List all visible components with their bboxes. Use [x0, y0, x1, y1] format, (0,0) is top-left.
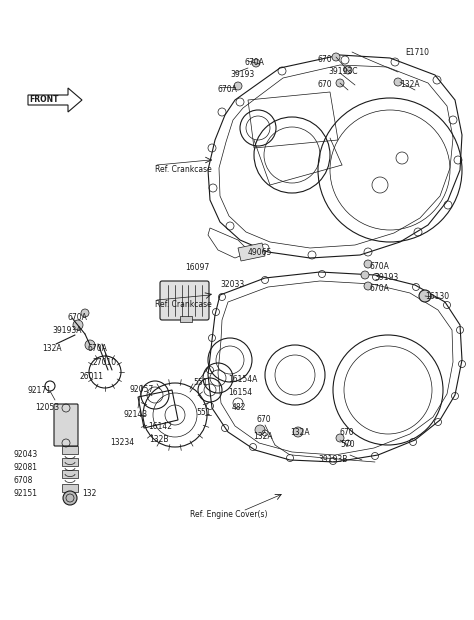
Circle shape	[364, 282, 372, 290]
Text: 132A: 132A	[253, 432, 273, 441]
Text: 6708: 6708	[14, 476, 33, 485]
Text: 132B: 132B	[149, 435, 168, 444]
Text: 13234: 13234	[110, 438, 134, 447]
Text: 551: 551	[196, 408, 210, 417]
Circle shape	[332, 53, 340, 61]
Circle shape	[252, 59, 260, 67]
Text: 670: 670	[318, 55, 333, 64]
Text: 670A: 670A	[218, 85, 238, 94]
Circle shape	[394, 78, 402, 86]
Text: 670A: 670A	[68, 313, 88, 322]
Text: 12053: 12053	[35, 403, 59, 412]
Text: 39193A: 39193A	[52, 326, 82, 335]
Text: 16154: 16154	[228, 388, 252, 397]
Bar	[62, 484, 78, 492]
Circle shape	[81, 309, 89, 317]
Circle shape	[73, 320, 83, 330]
Text: FRONT: FRONT	[29, 95, 58, 105]
Circle shape	[336, 79, 344, 87]
Circle shape	[293, 427, 303, 437]
Text: Ref. Engine Cover(s): Ref. Engine Cover(s)	[190, 510, 267, 519]
Bar	[62, 458, 78, 466]
Circle shape	[234, 82, 242, 90]
Text: 570: 570	[340, 440, 355, 449]
Text: 32033: 32033	[220, 280, 244, 289]
Text: 16142: 16142	[148, 422, 172, 431]
Text: 482: 482	[232, 403, 246, 412]
Circle shape	[85, 340, 95, 350]
Text: 670A: 670A	[245, 58, 265, 67]
Text: 39193: 39193	[374, 273, 398, 282]
Text: 92143: 92143	[124, 410, 148, 419]
Text: 92057: 92057	[130, 385, 154, 394]
Text: 670A: 670A	[370, 284, 390, 293]
Text: Ref. Crankcase: Ref. Crankcase	[155, 165, 212, 174]
Text: 132A: 132A	[42, 344, 62, 353]
Text: 39193: 39193	[230, 70, 254, 79]
Polygon shape	[28, 88, 82, 112]
Circle shape	[364, 260, 372, 268]
Text: 670: 670	[340, 428, 355, 437]
Text: 39193C: 39193C	[328, 67, 357, 76]
FancyBboxPatch shape	[160, 281, 209, 320]
Text: 670A: 670A	[88, 344, 108, 353]
Text: E1710: E1710	[405, 48, 429, 57]
Bar	[180, 316, 192, 322]
Polygon shape	[238, 243, 265, 261]
Text: 92081: 92081	[14, 463, 38, 472]
Text: 670: 670	[257, 415, 272, 424]
Circle shape	[255, 425, 265, 435]
Text: 92151: 92151	[14, 489, 38, 498]
Text: 132A: 132A	[290, 428, 310, 437]
Text: 551: 551	[193, 378, 208, 387]
FancyBboxPatch shape	[54, 404, 78, 446]
Bar	[62, 470, 78, 478]
Text: 132: 132	[82, 489, 96, 498]
Text: 92043: 92043	[14, 450, 38, 459]
Bar	[62, 446, 78, 454]
Text: 670: 670	[318, 80, 333, 89]
Text: 92171: 92171	[28, 386, 52, 395]
Circle shape	[419, 290, 431, 302]
Text: 27010: 27010	[93, 358, 117, 367]
Text: 16130: 16130	[425, 292, 449, 301]
Circle shape	[344, 66, 352, 74]
Circle shape	[63, 491, 77, 505]
Text: 16154A: 16154A	[228, 375, 257, 384]
Text: Ref. Crankcase: Ref. Crankcase	[155, 300, 212, 309]
Text: 16097: 16097	[185, 263, 209, 272]
Circle shape	[361, 271, 369, 279]
Text: 26011: 26011	[80, 372, 104, 381]
Text: 49065: 49065	[248, 248, 273, 257]
Text: 670A: 670A	[370, 262, 390, 271]
Text: 39193B: 39193B	[318, 455, 347, 464]
Text: 132A: 132A	[400, 80, 419, 89]
Circle shape	[336, 434, 344, 442]
